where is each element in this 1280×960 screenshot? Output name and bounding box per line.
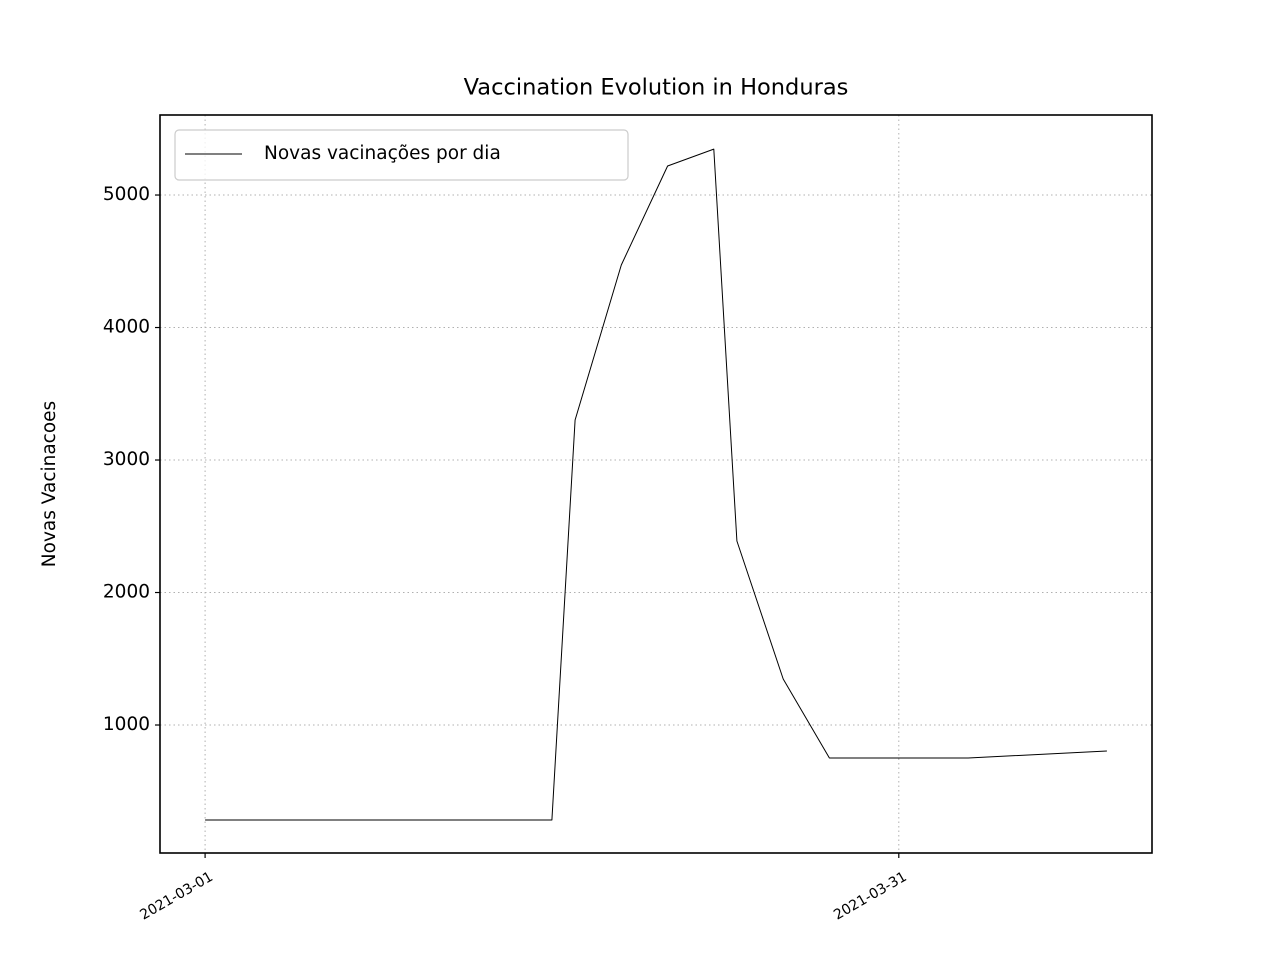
y-tick-label: 5000: [103, 184, 150, 205]
y-tick-label: 1000: [103, 714, 150, 735]
y-tick-label: 4000: [103, 317, 150, 338]
y-tick-label: 3000: [103, 449, 150, 470]
legend-label: Novas vacinações por dia: [264, 143, 501, 164]
legend: Novas vacinações por dia: [174, 129, 629, 181]
plot-frame: [159, 114, 1153, 854]
line-series: [205, 148, 1107, 821]
y-axis-label: Novas Vacinacoes: [39, 401, 60, 567]
chart-title: Vaccination Evolution in Honduras: [464, 75, 849, 101]
y-tick-label: 2000: [103, 582, 150, 603]
legend-box: [174, 129, 629, 181]
